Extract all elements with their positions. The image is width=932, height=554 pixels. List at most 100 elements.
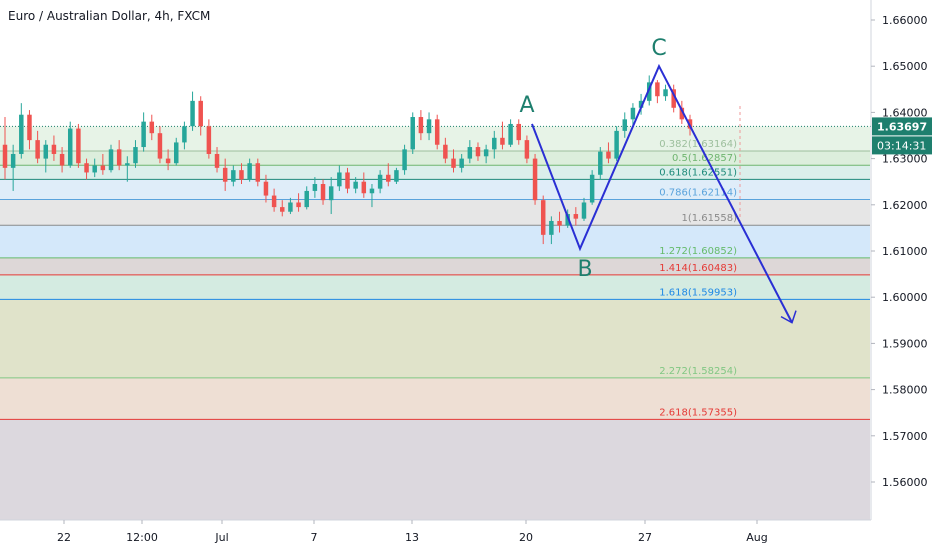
y-tick-label: 1.63000 <box>882 153 928 166</box>
candle-body <box>231 170 236 182</box>
fib-label: 1.618(1.59953) <box>659 287 737 298</box>
wave-label-b: B <box>577 257 592 282</box>
candle-body <box>328 186 334 201</box>
candle-body <box>125 163 130 166</box>
price-axis-bg <box>871 0 932 550</box>
candle-body <box>655 82 660 97</box>
candle-body <box>492 137 497 150</box>
fib-zone <box>0 274 870 300</box>
candle-body <box>51 144 57 154</box>
y-tick-label: 1.57000 <box>882 430 928 443</box>
candle-body <box>263 181 269 196</box>
candle-body <box>288 202 293 212</box>
fib-label: 0.382(1.63164) <box>659 139 737 150</box>
candle-body <box>247 163 252 180</box>
candle-body <box>508 123 513 145</box>
y-tick-label: 1.56000 <box>882 476 928 489</box>
candle-body <box>174 142 179 164</box>
candle-body <box>2 144 8 168</box>
fib-zone <box>0 151 870 166</box>
fib-zone <box>0 419 870 520</box>
candle-body <box>369 188 375 194</box>
y-tick-label: 1.65000 <box>882 60 928 73</box>
candle-body <box>663 89 668 97</box>
x-tick-label: 27 <box>638 531 652 544</box>
candle-body <box>459 158 464 168</box>
x-tick-label: 7 <box>311 531 318 544</box>
wave-label-c: C <box>651 36 666 61</box>
candle-body <box>337 172 342 187</box>
candle-body <box>76 128 81 164</box>
candle-body <box>59 153 65 166</box>
candle-body <box>84 163 89 173</box>
y-tick-label: 1.61000 <box>882 245 928 258</box>
fib-label: 0.786(1.62114) <box>659 188 737 199</box>
candle-body <box>630 107 636 120</box>
candle-body <box>345 172 350 189</box>
chart-title: Euro / Australian Dollar, 4h, FXCM <box>8 9 211 23</box>
candle-body <box>19 114 24 154</box>
candle-body <box>581 202 587 219</box>
candle-body <box>198 100 203 127</box>
fib-zone <box>0 377 870 420</box>
fib-label: 1.272(1.60852) <box>659 246 737 257</box>
candle-body <box>418 117 424 134</box>
y-tick-label: 1.58000 <box>882 384 928 397</box>
candle-body <box>565 214 570 226</box>
candle-body <box>296 202 301 208</box>
fib-label: 0.618(1.62551) <box>659 167 737 178</box>
fib-label: 1(1.61558) <box>681 213 737 224</box>
fib-label: 1.414(1.60483) <box>659 263 737 274</box>
x-tick-label: Jul <box>214 531 228 544</box>
candle-body <box>149 121 155 134</box>
x-tick-label: 12:00 <box>126 531 158 544</box>
candle-body <box>516 123 521 141</box>
countdown-badge <box>872 136 932 155</box>
candle-body <box>475 147 481 157</box>
candle-body <box>206 126 212 154</box>
x-tick-label: Aug <box>746 531 767 544</box>
candle-body <box>100 165 106 171</box>
candle-body <box>116 149 122 166</box>
candle-body <box>353 181 358 189</box>
time-axis-bg <box>0 520 932 550</box>
candle-body <box>614 130 619 159</box>
candle-body <box>222 167 228 182</box>
candle-body <box>443 144 448 159</box>
candle-body <box>434 119 440 145</box>
candle-body <box>671 89 676 108</box>
candle-body <box>43 144 49 159</box>
candle-body <box>27 114 32 141</box>
fib-zone <box>0 199 870 226</box>
fib-zone <box>0 299 870 378</box>
candle-body <box>467 147 473 159</box>
candle-body <box>182 126 187 143</box>
candle-body <box>679 107 685 120</box>
candle-body <box>67 128 73 166</box>
candle-body <box>312 184 318 191</box>
candle-body <box>598 151 603 175</box>
y-tick-label: 1.60000 <box>882 291 928 304</box>
candle-body <box>402 149 407 171</box>
candle-body <box>426 119 432 134</box>
candle-body <box>10 153 16 168</box>
fib-label: 2.272(1.58254) <box>659 366 737 377</box>
candle-body <box>361 181 367 194</box>
wave-label-a: A <box>519 93 534 118</box>
candle-body <box>304 190 309 208</box>
candle-body <box>377 174 383 189</box>
candle-body <box>271 195 277 208</box>
candle-body <box>214 153 220 168</box>
candle-body <box>557 220 562 226</box>
candle-body <box>255 163 261 182</box>
price-badge <box>872 117 932 136</box>
candle-body <box>35 140 40 159</box>
candle-body <box>92 165 97 173</box>
candle-body <box>141 121 146 148</box>
fib-zone <box>0 225 870 258</box>
candle-body <box>549 220 554 235</box>
candle-body <box>320 184 326 201</box>
fib-zone <box>0 257 870 275</box>
